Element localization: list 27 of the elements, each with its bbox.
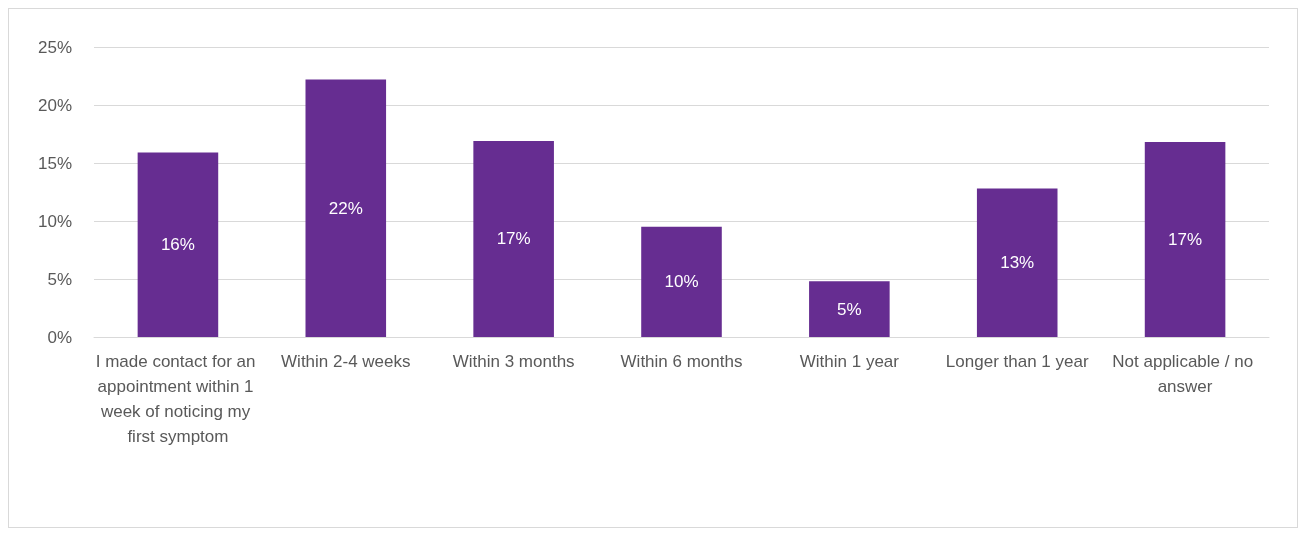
bar xyxy=(641,226,722,337)
x-tick-label: Within 2-4 weeks xyxy=(281,352,411,371)
bar xyxy=(976,188,1058,337)
data-label: 13% xyxy=(1000,253,1035,273)
y-tick-label: 0% xyxy=(47,327,72,347)
bar xyxy=(809,281,890,337)
data-label: 17% xyxy=(1168,230,1203,250)
x-tick-label: Within 1 year xyxy=(799,352,900,371)
y-tick-label: 25% xyxy=(37,37,72,57)
x-tick-label: Within 6 months xyxy=(620,352,743,371)
y-tick-label: 5% xyxy=(47,269,72,289)
bar xyxy=(305,79,387,337)
data-label: 5% xyxy=(837,299,862,319)
x-tick-label: I made contact for an appointment within 1 week of noticing my first symptom xyxy=(95,352,261,446)
y-tick-label: 15% xyxy=(37,153,72,173)
y-tick-label: 20% xyxy=(37,95,72,115)
bar xyxy=(473,140,554,337)
bar xyxy=(1144,142,1226,337)
x-tick-label: Longer than 1 year xyxy=(945,352,1089,371)
data-label: 10% xyxy=(664,272,699,292)
bar xyxy=(137,152,219,337)
data-label: 17% xyxy=(496,229,531,249)
x-tick-label: Not applicable / no answer xyxy=(1112,352,1258,396)
data-label: 22% xyxy=(328,198,363,218)
y-tick-label: 10% xyxy=(37,211,72,231)
x-tick-label: Within 3 months xyxy=(452,352,575,371)
data-label: 16% xyxy=(160,235,195,255)
